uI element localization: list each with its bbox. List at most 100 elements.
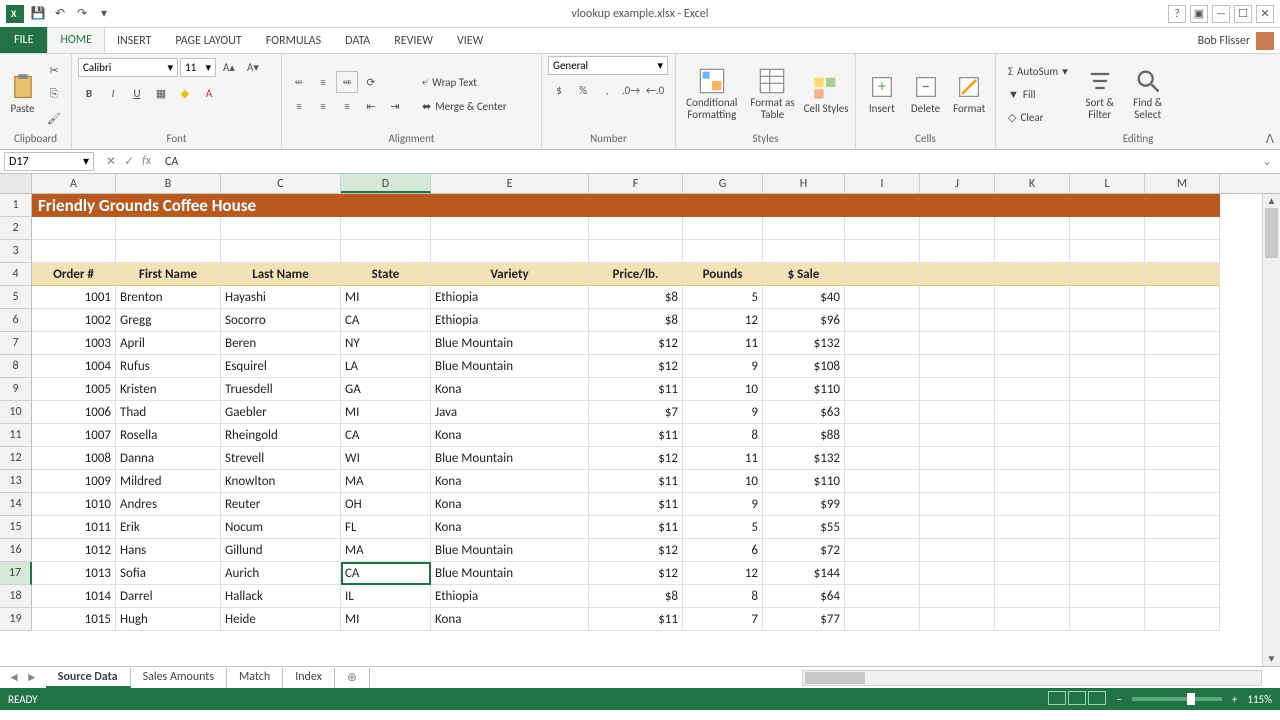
format-as-table-button[interactable]: Format as Table bbox=[746, 59, 800, 129]
cell[interactable]: 1012 bbox=[32, 539, 116, 562]
cell[interactable]: Mildred bbox=[116, 470, 221, 493]
cell[interactable] bbox=[1145, 378, 1220, 401]
cut-icon[interactable]: ✂ bbox=[43, 59, 65, 81]
cell[interactable]: $55 bbox=[763, 516, 845, 539]
cell[interactable]: Blue Mountain bbox=[431, 332, 589, 355]
cell[interactable] bbox=[995, 470, 1070, 493]
cell[interactable]: Rosella bbox=[116, 424, 221, 447]
cell[interactable] bbox=[1145, 562, 1220, 585]
currency-icon[interactable]: $ bbox=[548, 79, 570, 101]
cell[interactable]: Brenton bbox=[116, 286, 221, 309]
cell[interactable] bbox=[431, 240, 589, 263]
cell[interactable] bbox=[845, 516, 920, 539]
cell[interactable] bbox=[995, 562, 1070, 585]
cell[interactable] bbox=[995, 493, 1070, 516]
fx-icon[interactable]: fx bbox=[142, 154, 151, 169]
cell[interactable] bbox=[920, 355, 995, 378]
cell[interactable]: $8 bbox=[589, 286, 683, 309]
cell[interactable]: 1001 bbox=[32, 286, 116, 309]
column-header[interactable]: D bbox=[341, 174, 431, 193]
cell[interactable] bbox=[995, 355, 1070, 378]
cell[interactable]: Ethiopia bbox=[431, 585, 589, 608]
cell[interactable] bbox=[1070, 378, 1145, 401]
row-header[interactable]: 5 bbox=[0, 286, 32, 309]
column-header[interactable]: E bbox=[431, 174, 589, 193]
cell[interactable]: Hans bbox=[116, 539, 221, 562]
cell[interactable] bbox=[995, 240, 1070, 263]
cell[interactable] bbox=[1070, 516, 1145, 539]
zoom-level[interactable]: 115% bbox=[1247, 693, 1272, 706]
cell[interactable]: MI bbox=[341, 608, 431, 631]
cell[interactable]: $108 bbox=[763, 355, 845, 378]
row-header[interactable]: 3 bbox=[0, 240, 32, 263]
cell[interactable] bbox=[845, 217, 920, 240]
cell[interactable]: Socorro bbox=[221, 309, 341, 332]
select-all-corner[interactable] bbox=[0, 174, 32, 193]
cell[interactable]: 10 bbox=[683, 378, 763, 401]
prev-sheet-icon[interactable]: ◄ bbox=[8, 670, 20, 685]
cell[interactable]: 1004 bbox=[32, 355, 116, 378]
cell[interactable] bbox=[845, 585, 920, 608]
cell[interactable]: Rufus bbox=[116, 355, 221, 378]
cell[interactable]: 9 bbox=[683, 401, 763, 424]
column-header[interactable]: H bbox=[763, 174, 845, 193]
cell[interactable]: GA bbox=[341, 378, 431, 401]
cell[interactable] bbox=[920, 332, 995, 355]
cell-title[interactable]: Friendly Grounds Coffee House bbox=[32, 194, 845, 217]
cell[interactable] bbox=[995, 378, 1070, 401]
cell[interactable]: 1010 bbox=[32, 493, 116, 516]
format-painter-icon[interactable]: 🖌 bbox=[43, 107, 65, 129]
cell[interactable] bbox=[920, 562, 995, 585]
cell[interactable]: 5 bbox=[683, 286, 763, 309]
cell[interactable] bbox=[1145, 194, 1220, 217]
cell[interactable] bbox=[845, 355, 920, 378]
name-box[interactable]: D17▾ bbox=[4, 152, 94, 171]
cell[interactable]: $72 bbox=[763, 539, 845, 562]
cell[interactable]: Blue Mountain bbox=[431, 447, 589, 470]
cell[interactable]: Darrel bbox=[116, 585, 221, 608]
percent-icon[interactable]: % bbox=[572, 79, 594, 101]
cell[interactable]: 11 bbox=[683, 332, 763, 355]
cell[interactable]: 6 bbox=[683, 539, 763, 562]
cell[interactable]: $12 bbox=[589, 562, 683, 585]
cell[interactable]: $11 bbox=[589, 424, 683, 447]
tab-review[interactable]: REVIEW bbox=[382, 29, 445, 53]
cell-header[interactable]: State bbox=[341, 263, 431, 286]
align-middle-icon[interactable]: ≡ bbox=[312, 71, 334, 93]
cell[interactable]: Kona bbox=[431, 493, 589, 516]
align-left-icon[interactable]: ≡ bbox=[288, 95, 310, 117]
cell[interactable] bbox=[32, 240, 116, 263]
cell-header[interactable]: Pounds bbox=[683, 263, 763, 286]
collapse-ribbon-icon[interactable]: ᐱ bbox=[1266, 132, 1274, 147]
cell[interactable] bbox=[116, 217, 221, 240]
delete-button[interactable]: −Delete bbox=[906, 59, 946, 129]
cell[interactable] bbox=[1070, 470, 1145, 493]
cell[interactable] bbox=[1070, 539, 1145, 562]
cell[interactable]: $11 bbox=[589, 470, 683, 493]
cell[interactable] bbox=[845, 263, 920, 286]
cell[interactable] bbox=[1145, 585, 1220, 608]
cell[interactable] bbox=[1070, 309, 1145, 332]
cell[interactable] bbox=[1145, 286, 1220, 309]
cell[interactable]: Kona bbox=[431, 608, 589, 631]
cell[interactable]: Andres bbox=[116, 493, 221, 516]
cell[interactable] bbox=[995, 194, 1070, 217]
column-header[interactable]: L bbox=[1070, 174, 1145, 193]
cell[interactable] bbox=[845, 332, 920, 355]
cell-header[interactable]: $ Sale bbox=[763, 263, 845, 286]
cell[interactable]: 1003 bbox=[32, 332, 116, 355]
cell[interactable]: Ethiopia bbox=[431, 309, 589, 332]
cell[interactable] bbox=[1145, 263, 1220, 286]
comma-icon[interactable]: , bbox=[596, 79, 618, 101]
cell[interactable]: $132 bbox=[763, 332, 845, 355]
cell[interactable]: Sofia bbox=[116, 562, 221, 585]
cell[interactable] bbox=[920, 378, 995, 401]
tab-formulas[interactable]: FORMULAS bbox=[254, 29, 333, 53]
cell[interactable] bbox=[1070, 194, 1145, 217]
find-select-button[interactable]: Find & Select bbox=[1126, 59, 1170, 129]
cell[interactable] bbox=[1145, 309, 1220, 332]
qat-customize-icon[interactable]: ▾ bbox=[96, 6, 112, 22]
cell[interactable]: Gillund bbox=[221, 539, 341, 562]
cell-header[interactable]: Last Name bbox=[221, 263, 341, 286]
cell-header[interactable]: Order # bbox=[32, 263, 116, 286]
